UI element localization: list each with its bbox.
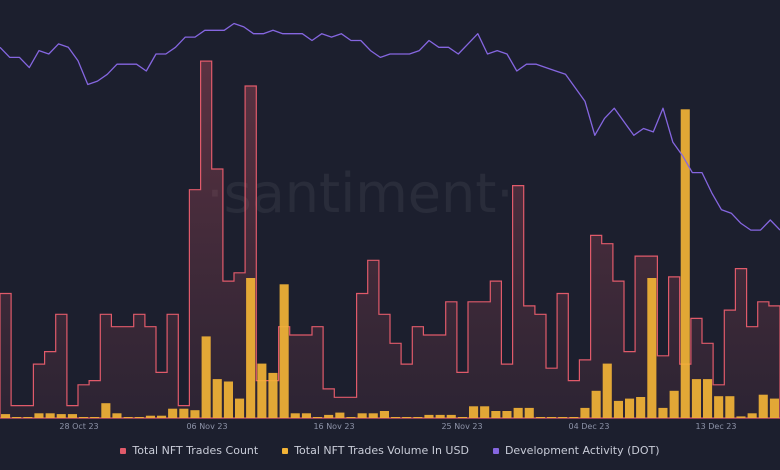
volume-bar [112, 413, 122, 418]
legend-swatch-red [120, 447, 127, 454]
volume-bar [424, 414, 434, 418]
legend-label: Total NFT Trades Volume In USD [294, 444, 469, 457]
volume-bar [446, 414, 456, 418]
legend-label: Total NFT Trades Count [132, 444, 259, 457]
volume-bar [391, 417, 401, 418]
volume-bar [558, 417, 568, 418]
legend-item-trades-count[interactable]: Total NFT Trades Count [120, 444, 258, 457]
volume-bar [491, 411, 501, 418]
volume-bar [201, 336, 211, 418]
volume-bar [547, 417, 557, 418]
volume-bar [268, 372, 278, 418]
volume-bar [435, 414, 445, 418]
volume-bar [45, 413, 55, 418]
volume-bar [56, 414, 66, 418]
legend-item-dev-activity[interactable]: Development Activity (DOT) [492, 444, 660, 457]
volume-bar [290, 413, 300, 418]
volume-bar [324, 414, 334, 418]
volume-bar [157, 415, 167, 418]
volume-bar [725, 396, 735, 418]
trades-volume-series [1, 109, 779, 419]
volume-bar [457, 417, 467, 418]
volume-bar [90, 417, 100, 418]
legend-item-volume-usd[interactable]: Total NFT Trades Volume In USD [282, 444, 469, 457]
legend-swatch-purple [492, 447, 499, 454]
volume-bar [613, 400, 623, 418]
volume-bar [12, 417, 22, 418]
volume-bar [469, 406, 479, 418]
volume-bar [535, 417, 545, 418]
volume-bar [301, 413, 311, 418]
volume-bar [212, 379, 222, 418]
volume-bar [67, 414, 77, 418]
trades-count-area [0, 60, 780, 419]
volume-bar [34, 413, 44, 418]
volume-bar [513, 407, 523, 418]
volume-bar [647, 278, 657, 418]
volume-bar [379, 411, 389, 418]
x-tick-label: 13 Dec 23 [696, 422, 737, 431]
volume-bar [580, 407, 590, 418]
legend-swatch-orange [282, 447, 289, 454]
volume-bar [179, 408, 189, 418]
volume-bar [680, 109, 690, 419]
volume-bar [279, 284, 289, 418]
volume-bar [658, 407, 668, 418]
volume-bar [502, 411, 512, 418]
dev-activity-series [0, 22, 780, 231]
volume-bar [569, 417, 579, 418]
volume-bar [758, 394, 768, 418]
volume-bar [313, 417, 323, 418]
volume-bar [134, 417, 144, 418]
volume-bar [223, 381, 233, 418]
volume-bar [602, 363, 612, 418]
volume-bar [625, 398, 635, 418]
volume-bar [123, 417, 133, 418]
volume-bar [357, 413, 367, 418]
volume-bar [736, 416, 746, 418]
trades-count-series [0, 60, 780, 419]
volume-bar [636, 397, 646, 418]
x-tick-label: 25 Nov 23 [441, 422, 482, 431]
legend-label: Development Activity (DOT) [504, 444, 660, 457]
x-tick-label: 16 Nov 23 [313, 422, 354, 431]
volume-bar [402, 417, 412, 418]
volume-bar [257, 363, 267, 418]
volume-bar [747, 413, 757, 418]
x-axis: 28 Oct 23 06 Nov 23 16 Nov 23 25 Nov 23 04 D… [59, 422, 736, 431]
santiment-watermark: ·santiment· [206, 162, 513, 225]
volume-bar [190, 410, 200, 418]
volume-bar [591, 390, 601, 418]
volume-bar [23, 417, 33, 418]
volume-bar [145, 415, 155, 418]
x-tick-label: 28 Oct 23 [59, 422, 98, 431]
volume-bar [246, 278, 256, 418]
chart-legend: Total NFT Trades Count Total NFT Trades … [0, 444, 780, 457]
volume-bar [669, 390, 679, 418]
volume-bar [480, 406, 490, 418]
volume-bar [714, 396, 724, 418]
volume-bar [1, 414, 11, 418]
volume-bar [168, 408, 178, 418]
dev-activity-line [0, 22, 780, 231]
volume-bar [79, 417, 89, 418]
volume-bar [524, 407, 534, 418]
volume-bar [346, 417, 356, 418]
x-tick-label: 06 Nov 23 [186, 422, 227, 431]
volume-bar [691, 379, 701, 418]
x-tick-label: 04 Dec 23 [569, 422, 610, 431]
volume-bar [413, 417, 423, 418]
volume-bar [235, 398, 245, 418]
volume-bar [769, 398, 779, 418]
volume-bar [101, 403, 111, 418]
volume-bar [335, 412, 345, 418]
volume-bar [368, 413, 378, 418]
volume-bar [703, 379, 713, 418]
